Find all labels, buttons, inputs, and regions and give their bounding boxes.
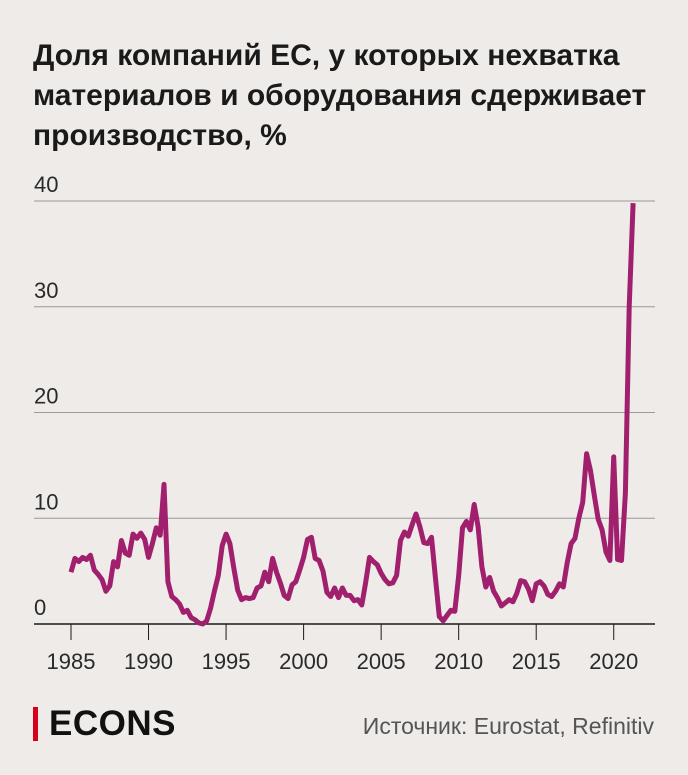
econs-logo: ECONS xyxy=(33,704,176,744)
x-tick-label: 2015 xyxy=(512,649,561,674)
x-tick-label: 2005 xyxy=(357,649,406,674)
chart-title: Доля компаний ЕС, у которых нехватка мат… xyxy=(33,39,647,152)
series-line xyxy=(68,203,636,627)
series-layer xyxy=(68,203,636,627)
y-tick-label: 20 xyxy=(34,384,58,409)
y-tick-label: 30 xyxy=(34,278,58,303)
x-tick-label: 1990 xyxy=(124,649,173,674)
x-tick-labels: 1985 1990 1995 2000 2005 2010 2015 2020 xyxy=(47,649,639,674)
x-tick-label: 1995 xyxy=(202,649,251,674)
y-tick-label: 40 xyxy=(34,172,58,197)
logo-text: ECONS xyxy=(49,704,176,743)
x-tick-label: 1985 xyxy=(47,649,96,674)
y-tick-label: 10 xyxy=(34,489,58,514)
footer: ECONS Источник: Eurostat, Refinitiv xyxy=(0,700,688,746)
x-tick-label: 2020 xyxy=(589,649,638,674)
x-tick-label: 2000 xyxy=(279,649,328,674)
x-tick-label: 2010 xyxy=(434,649,483,674)
y-tick-label: 0 xyxy=(34,595,46,620)
source-note: Источник: Eurostat, Refinitiv xyxy=(362,713,654,739)
gridlines xyxy=(34,200,655,640)
logo-accent-bar xyxy=(33,707,38,741)
y-tick-labels: 0 10 20 30 40 xyxy=(34,172,58,620)
